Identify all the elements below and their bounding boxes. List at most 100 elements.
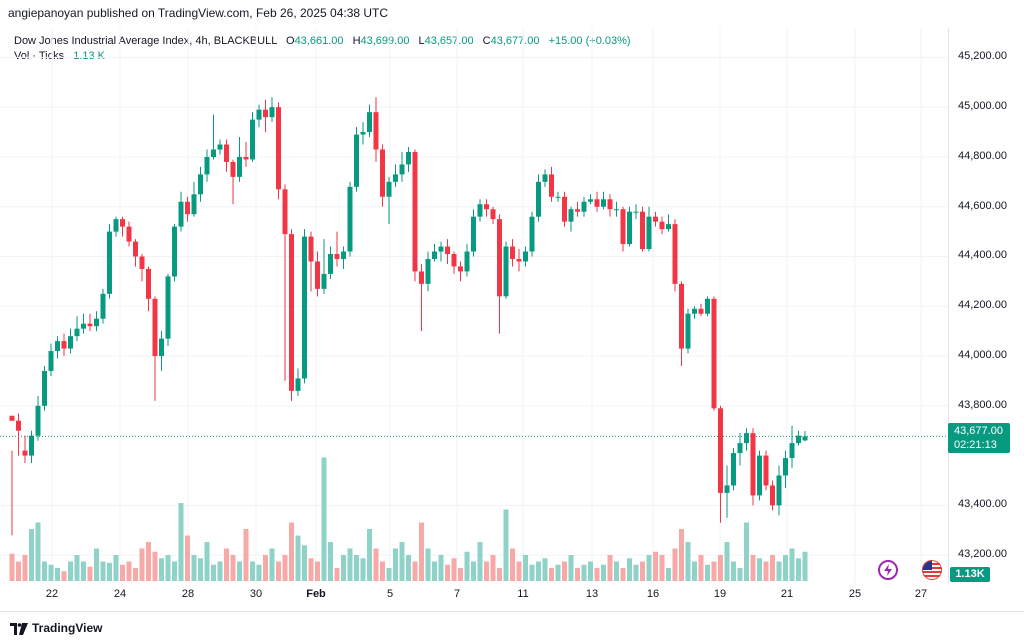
candle-body (477, 204, 483, 217)
candle-body (9, 415, 15, 421)
publish-bar: angiepanoyan published on TradingView.co… (0, 0, 1024, 28)
us-flag-event-icon[interactable] (922, 560, 942, 580)
lightning-event-icon[interactable] (878, 560, 898, 580)
candle-body (217, 144, 223, 150)
candle-body (35, 405, 41, 436)
symbol-title[interactable]: Dow Jones Industrial Average Index, 4h, … (14, 35, 277, 47)
candle-body (425, 258, 431, 284)
candle-body (484, 204, 489, 210)
candle-body (152, 298, 158, 357)
price-tick-label: 44,200.00 (958, 299, 1007, 312)
volume-bar (711, 561, 717, 581)
candle-body (620, 209, 626, 245)
candle-body (100, 293, 106, 319)
volume-bar (55, 568, 60, 581)
candle-body (770, 485, 775, 506)
candle-body (113, 219, 119, 232)
volume-bar (464, 551, 470, 581)
volume-bar (321, 457, 327, 581)
time-tick-label: 28 (181, 588, 195, 600)
candle-body (458, 266, 463, 272)
candle-body (588, 199, 593, 202)
candle-body (328, 254, 333, 274)
time-tick-label: 27 (914, 588, 928, 600)
time-tick-label: 24 (113, 588, 127, 600)
volume-bar (607, 555, 613, 581)
volume-bar (133, 568, 138, 581)
candle-body (172, 226, 177, 277)
candle-body (22, 450, 28, 456)
volume-bar (490, 555, 496, 581)
time-tick-label: 5 (386, 588, 394, 600)
tradingview-logo[interactable]: TradingView (10, 621, 102, 635)
volume-bar (484, 561, 489, 581)
candle-body (516, 258, 522, 262)
candle-body (750, 433, 756, 496)
volume-bar (87, 566, 93, 581)
candle-body (789, 443, 795, 459)
candle-body (29, 435, 34, 456)
candle-body (386, 181, 392, 197)
candle-body (763, 455, 769, 486)
candle-body (224, 144, 229, 162)
volume-bar (406, 555, 411, 581)
volume-bar (718, 555, 723, 581)
volume-bar (289, 522, 294, 581)
volume-bar (230, 555, 236, 581)
price-tick-label: 44,000.00 (958, 349, 1007, 362)
volume-bar (9, 553, 15, 581)
candle-body (737, 443, 743, 454)
candle-body (698, 308, 704, 314)
candlestick-chart[interactable] (0, 28, 948, 583)
volume-bar (659, 555, 665, 581)
volume-bar (347, 548, 353, 581)
volume-bar (191, 555, 197, 581)
volume-bar (276, 561, 281, 581)
time-tick-label: 16 (646, 588, 660, 600)
volume-bar (185, 535, 190, 581)
volume-bar (412, 561, 418, 581)
candle-body (432, 251, 437, 259)
volume-bar (568, 555, 574, 581)
volume-bar (393, 548, 398, 581)
time-tick-label: 19 (713, 588, 727, 600)
candle-body (445, 246, 450, 255)
volume-bar (542, 558, 548, 581)
candle-body (406, 151, 411, 165)
time-tick-label: Feb (306, 588, 326, 600)
volume-bar (536, 561, 541, 581)
price-scale[interactable] (948, 28, 1024, 583)
volume-bar (315, 561, 320, 581)
volume-bar (796, 558, 801, 581)
candle-body (302, 236, 307, 379)
publish-info: angiepanoyan published on TradingView.co… (8, 6, 389, 20)
candle-body (783, 458, 788, 476)
volume-bar (81, 561, 86, 581)
volume-bar (581, 564, 587, 581)
volume-bar (601, 564, 606, 581)
volume-bar (575, 568, 580, 581)
candle-body (354, 134, 359, 187)
volume-tag: 1.13K (950, 567, 990, 582)
candle-body (796, 435, 801, 444)
candle-body (334, 254, 340, 259)
candle-body (165, 276, 171, 339)
volume-bar (737, 568, 743, 581)
candle-body (607, 199, 613, 210)
price-tick-label: 43,400.00 (958, 498, 1007, 511)
volume-bar (399, 542, 405, 581)
volume-bar (731, 561, 736, 581)
volume-bar (802, 551, 808, 581)
volume-bar (523, 555, 528, 581)
volume-bar (35, 522, 41, 581)
candle-body (549, 174, 554, 197)
candle-body (295, 378, 301, 391)
candle-body (412, 151, 418, 272)
volume-bar (159, 558, 164, 581)
volume-bar (204, 542, 210, 581)
last-price-tag: 43,677.00 02:21:13 (948, 423, 1010, 453)
time-tick-label: 13 (585, 588, 599, 600)
candle-body (529, 216, 535, 252)
candle-body (191, 194, 197, 215)
volume-bar (783, 555, 788, 581)
